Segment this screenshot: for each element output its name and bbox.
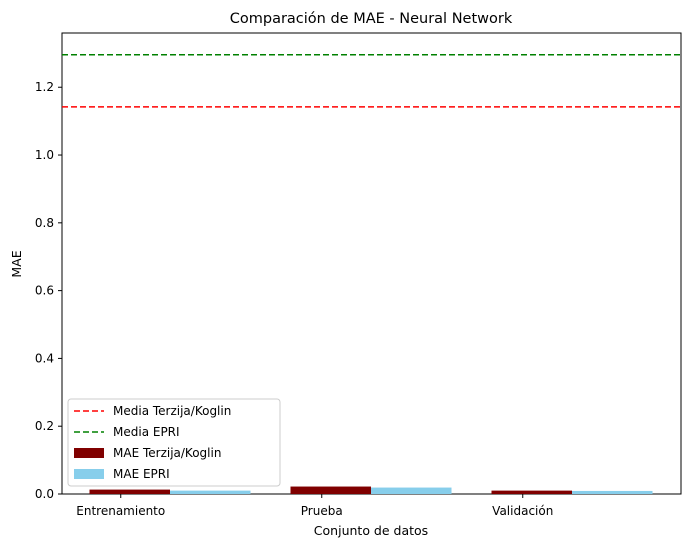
chart-title: Comparación de MAE - Neural Network bbox=[230, 11, 513, 27]
y-tick-label: 0.4 bbox=[35, 351, 54, 365]
bar-terzija-koglin-1 bbox=[290, 486, 371, 494]
y-axis: 0.0 0.2 0.4 0.6 0.8 1.0 1.2 bbox=[35, 80, 62, 501]
y-tick-label: 1.0 bbox=[35, 148, 54, 162]
bar-epri-2 bbox=[572, 490, 653, 494]
bars-group bbox=[89, 486, 653, 494]
legend-entry-label: MAE Terzija/Koglin bbox=[113, 446, 221, 460]
x-axis-label: Conjunto de datos bbox=[314, 523, 428, 538]
y-tick-label: 0.0 bbox=[35, 487, 54, 501]
legend: Media Terzija/Koglin Media EPRI MAE Terzij… bbox=[67, 398, 281, 487]
x-tick-label: Entrenamiento bbox=[76, 504, 165, 518]
legend-entry-label: MAE EPRI bbox=[113, 467, 170, 481]
legend-patch-swatch bbox=[74, 448, 104, 458]
bar-terzija-koglin-0 bbox=[89, 489, 170, 494]
y-tick-label: 0.6 bbox=[35, 284, 54, 298]
y-tick-label: 0.8 bbox=[35, 216, 54, 230]
x-tick-label: Prueba bbox=[301, 504, 343, 518]
legend-entry-label: Media EPRI bbox=[113, 425, 180, 439]
y-axis-label: MAE bbox=[9, 250, 24, 277]
legend-patch-swatch bbox=[74, 469, 104, 479]
x-axis: Entrenamiento Prueba Validación bbox=[76, 494, 553, 518]
bar-epri-0 bbox=[170, 490, 251, 494]
bar-epri-1 bbox=[371, 487, 452, 494]
mean-lines-group bbox=[62, 53, 681, 108]
bar-terzija-koglin-2 bbox=[491, 490, 572, 494]
y-tick-label: 1.2 bbox=[35, 80, 54, 94]
y-tick-label: 0.2 bbox=[35, 419, 54, 433]
x-tick-label: Validación bbox=[492, 504, 553, 518]
legend-box bbox=[67, 398, 281, 487]
legend-entry-label: Media Terzija/Koglin bbox=[113, 404, 231, 418]
